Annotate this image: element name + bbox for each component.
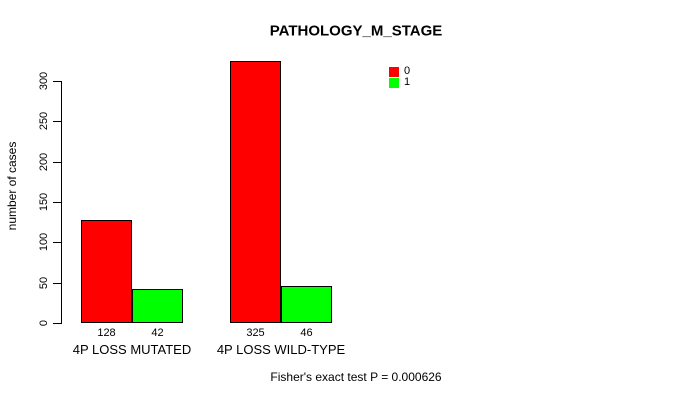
bar-series-1	[132, 289, 183, 323]
legend-swatch	[389, 77, 399, 88]
y-tick	[53, 323, 61, 324]
y-tick-label: 200	[38, 152, 50, 171]
bar-value-label: 325	[246, 327, 265, 339]
y-tick-label: 100	[38, 233, 50, 252]
bar-value-label: 42	[151, 327, 164, 339]
y-tick-label: 250	[38, 112, 50, 131]
y-tick	[53, 81, 61, 82]
y-tick-label: 0	[38, 319, 50, 327]
annotation-text: Fisher's exact test P = 0.000626	[270, 370, 442, 384]
y-tick	[53, 242, 61, 243]
x-category-label: 4P LOSS MUTATED	[72, 342, 192, 357]
y-axis-line	[61, 81, 62, 324]
legend-swatch	[389, 66, 399, 77]
legend-item: 0	[389, 66, 410, 77]
y-tick	[53, 162, 61, 163]
bar-series-0	[81, 220, 132, 323]
bar-value-label: 128	[97, 327, 116, 339]
chart-title: PATHOLOGY_M_STAGE	[269, 22, 443, 40]
legend-item: 1	[389, 77, 410, 88]
legend-label: 1	[404, 76, 411, 88]
y-tick	[53, 202, 61, 203]
bar-value-label: 46	[300, 327, 313, 339]
legend-label: 0	[404, 65, 411, 77]
x-category-label: 4P LOSS WILD-TYPE	[216, 342, 346, 357]
bar-series-0	[230, 61, 281, 323]
y-tick-label: 50	[38, 276, 50, 289]
y-tick-label: 300	[38, 71, 50, 91]
y-tick	[53, 283, 61, 284]
y-tick	[53, 121, 61, 122]
bar-series-1	[281, 286, 332, 323]
y-tick-label: 150	[38, 192, 50, 212]
